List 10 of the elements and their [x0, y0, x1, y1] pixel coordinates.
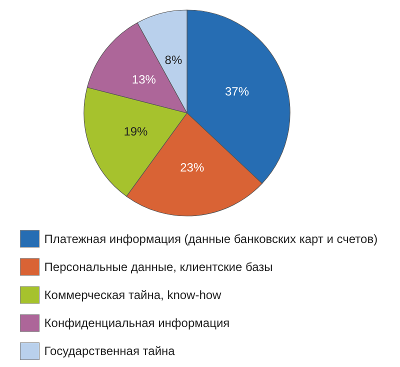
legend-label: Конфиденциальная информация [44, 316, 230, 330]
legend-label: Персональные данные, клиентские базы [44, 260, 273, 274]
legend-label: Коммерческая тайна, know-how [44, 288, 222, 302]
legend-label: Государственная тайна [44, 344, 176, 358]
legend-label: Платежная информация (данные банковских карт и счетов) [44, 232, 378, 246]
data-label: 13% [132, 72, 156, 87]
data-label: 8% [164, 53, 182, 68]
data-label: 19% [124, 124, 148, 138]
data-label: 37% [225, 84, 250, 98]
data-label: 23% [180, 160, 204, 174]
